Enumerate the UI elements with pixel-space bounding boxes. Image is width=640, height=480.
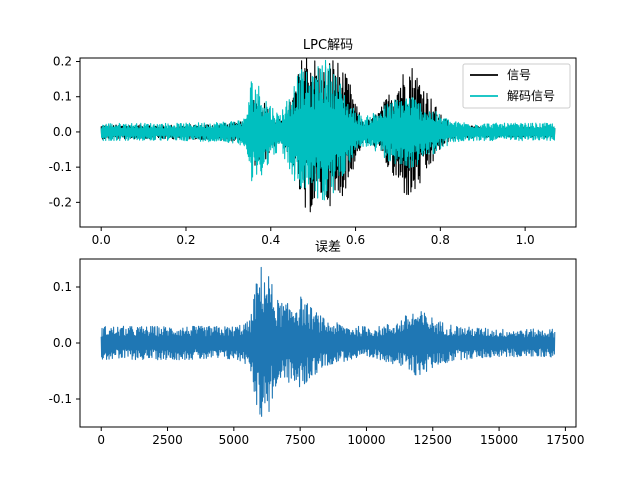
x-tick-label: 0.6 — [346, 233, 365, 247]
subplot-title-error: 误差 — [315, 240, 341, 255]
x-tick-label: 2500 — [152, 433, 183, 447]
y-tick-label: 0.1 — [53, 280, 72, 294]
x-tick-label: 5000 — [219, 433, 250, 447]
legend-label-decoded: 解码信号 — [507, 89, 555, 103]
x-tick-label: 0.8 — [431, 233, 450, 247]
y-tick-label: -0.1 — [49, 160, 72, 174]
y-tick-label: 0.1 — [53, 90, 72, 104]
x-tick-label: 7500 — [285, 433, 316, 447]
y-tick-label: 0.0 — [53, 336, 72, 350]
y-tick-label: 0.2 — [53, 55, 72, 69]
x-tick-label: 1.0 — [516, 233, 535, 247]
y-tick-label: -0.2 — [49, 195, 72, 209]
legend: 信号 解码信号 — [463, 64, 570, 108]
x-tick-label: 12500 — [414, 433, 452, 447]
x-tick-label: 10000 — [347, 433, 385, 447]
x-tick-label: 0.4 — [261, 233, 280, 247]
y-tick-label: -0.1 — [49, 392, 72, 406]
y-tick-label: 0.0 — [53, 125, 72, 139]
subplot-title-lpc-decode: LPC解码 — [303, 38, 353, 53]
x-tick-label: 15000 — [480, 433, 518, 447]
legend-label-signal: 信号 — [507, 68, 531, 82]
x-tick-label: 17500 — [546, 433, 584, 447]
x-tick-label: 0.2 — [176, 233, 195, 247]
x-tick-label: 0.0 — [92, 233, 111, 247]
x-tick-label: 0 — [97, 433, 105, 447]
